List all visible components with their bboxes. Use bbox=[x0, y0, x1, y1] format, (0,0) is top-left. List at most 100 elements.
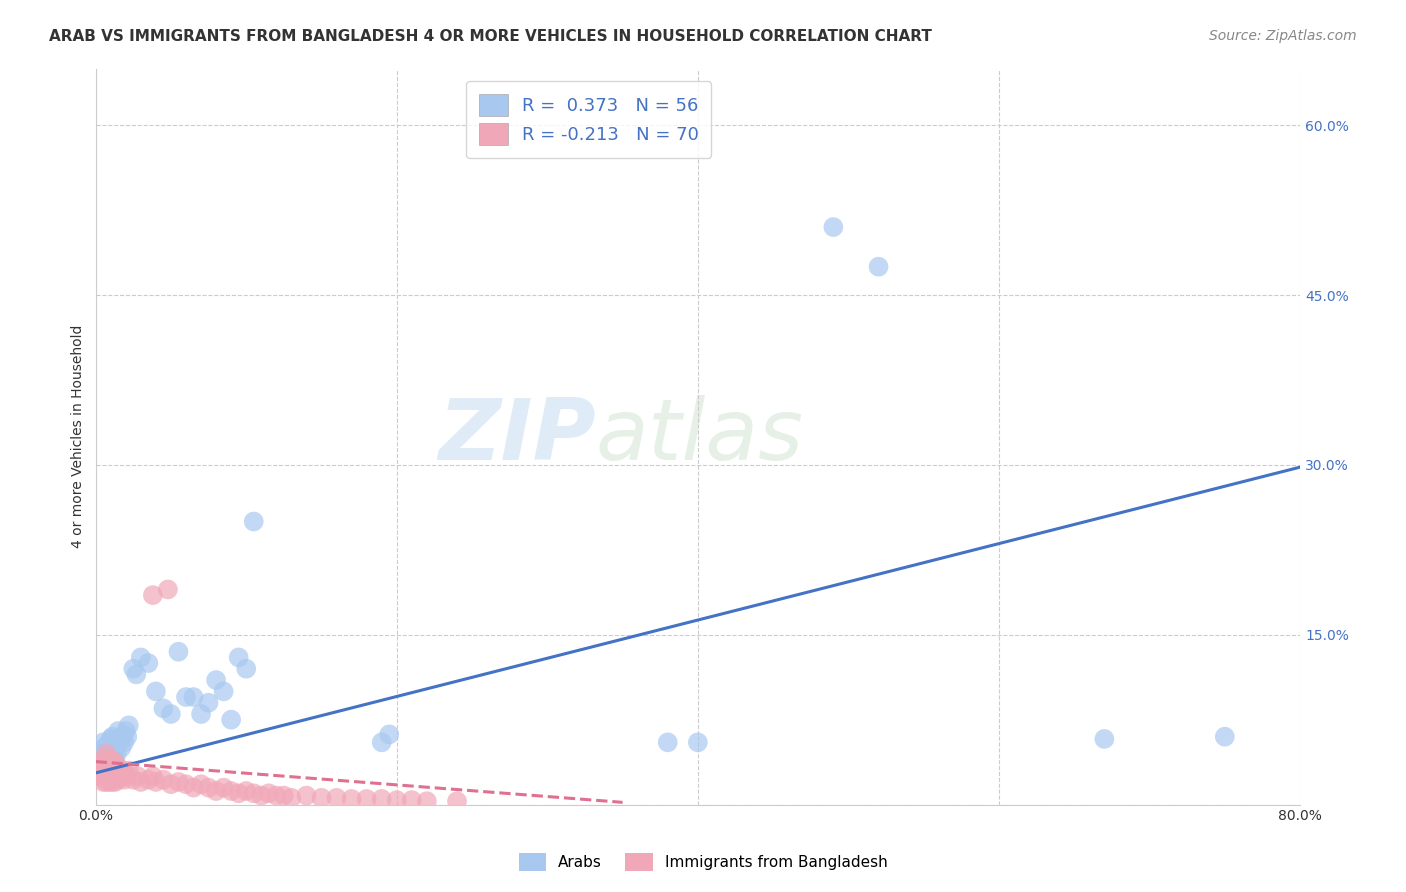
Point bbox=[250, 789, 273, 803]
Text: atlas: atlas bbox=[596, 395, 803, 478]
Point bbox=[174, 777, 197, 791]
Y-axis label: 4 or more Vehicles in Household: 4 or more Vehicles in Household bbox=[72, 325, 86, 549]
Point bbox=[105, 769, 128, 783]
Point bbox=[446, 794, 468, 808]
Point bbox=[273, 789, 295, 803]
Point bbox=[104, 755, 127, 769]
Point bbox=[183, 780, 205, 795]
Text: Source: ZipAtlas.com: Source: ZipAtlas.com bbox=[1209, 29, 1357, 43]
Point bbox=[96, 755, 118, 769]
Point bbox=[125, 667, 148, 681]
Point bbox=[108, 765, 131, 780]
Point bbox=[108, 731, 131, 746]
Point bbox=[205, 784, 228, 798]
Point bbox=[117, 730, 139, 744]
Point bbox=[127, 769, 149, 783]
Point bbox=[104, 741, 127, 756]
Point bbox=[228, 786, 250, 800]
Point bbox=[98, 775, 121, 789]
Point bbox=[111, 764, 134, 778]
Point bbox=[112, 735, 135, 749]
Point bbox=[142, 588, 165, 602]
Point bbox=[103, 735, 125, 749]
Point bbox=[1092, 731, 1115, 746]
Point bbox=[114, 724, 136, 739]
Point bbox=[98, 735, 121, 749]
Point bbox=[152, 772, 174, 787]
Point bbox=[101, 747, 124, 761]
Point bbox=[103, 769, 125, 783]
Point bbox=[114, 765, 136, 780]
Point bbox=[100, 752, 122, 766]
Point bbox=[93, 755, 115, 769]
Point bbox=[295, 789, 318, 803]
Point bbox=[219, 784, 242, 798]
Point bbox=[105, 747, 128, 761]
Point bbox=[129, 775, 152, 789]
Point bbox=[105, 758, 128, 772]
Point bbox=[156, 582, 179, 597]
Text: ZIP: ZIP bbox=[437, 395, 596, 478]
Point bbox=[103, 755, 125, 769]
Point bbox=[96, 764, 118, 778]
Point bbox=[311, 790, 333, 805]
Point bbox=[91, 752, 114, 766]
Point bbox=[98, 755, 121, 769]
Point bbox=[93, 741, 115, 756]
Point bbox=[138, 772, 160, 787]
Legend: Arabs, Immigrants from Bangladesh: Arabs, Immigrants from Bangladesh bbox=[512, 847, 894, 877]
Point bbox=[219, 713, 242, 727]
Point bbox=[212, 780, 235, 795]
Point bbox=[91, 764, 114, 778]
Point bbox=[97, 743, 120, 757]
Point bbox=[117, 769, 139, 783]
Point bbox=[122, 772, 145, 787]
Point bbox=[145, 684, 167, 698]
Point bbox=[257, 786, 280, 800]
Point bbox=[90, 769, 112, 783]
Point bbox=[228, 650, 250, 665]
Point bbox=[1213, 730, 1236, 744]
Point bbox=[190, 706, 212, 721]
Point bbox=[101, 730, 124, 744]
Point bbox=[101, 775, 124, 789]
Legend: R =  0.373   N = 56, R = -0.213   N = 70: R = 0.373 N = 56, R = -0.213 N = 70 bbox=[465, 81, 711, 158]
Point bbox=[96, 775, 118, 789]
Point bbox=[104, 775, 127, 789]
Point bbox=[91, 752, 114, 766]
Point bbox=[416, 794, 439, 808]
Point bbox=[104, 764, 127, 778]
Point bbox=[370, 792, 392, 806]
Point bbox=[152, 701, 174, 715]
Point bbox=[167, 645, 190, 659]
Point bbox=[174, 690, 197, 704]
Point bbox=[401, 793, 423, 807]
Point bbox=[235, 662, 257, 676]
Point bbox=[242, 786, 264, 800]
Point bbox=[98, 761, 121, 775]
Point bbox=[97, 750, 120, 764]
Point bbox=[110, 741, 132, 756]
Point bbox=[160, 777, 183, 791]
Point bbox=[378, 727, 401, 741]
Point bbox=[103, 750, 125, 764]
Point bbox=[868, 260, 890, 274]
Point bbox=[90, 747, 112, 761]
Point bbox=[325, 790, 347, 805]
Point bbox=[111, 730, 134, 744]
Point bbox=[266, 789, 288, 803]
Point bbox=[122, 662, 145, 676]
Text: ARAB VS IMMIGRANTS FROM BANGLADESH 4 OR MORE VEHICLES IN HOUSEHOLD CORRELATION C: ARAB VS IMMIGRANTS FROM BANGLADESH 4 OR … bbox=[49, 29, 932, 44]
Point bbox=[190, 777, 212, 791]
Point bbox=[100, 731, 122, 746]
Point bbox=[112, 772, 135, 787]
Point bbox=[91, 735, 114, 749]
Point bbox=[118, 764, 141, 778]
Point bbox=[107, 772, 129, 787]
Point bbox=[91, 775, 114, 789]
Point bbox=[145, 775, 167, 789]
Point bbox=[110, 769, 132, 783]
Point bbox=[686, 735, 709, 749]
Point bbox=[100, 769, 122, 783]
Point bbox=[97, 769, 120, 783]
